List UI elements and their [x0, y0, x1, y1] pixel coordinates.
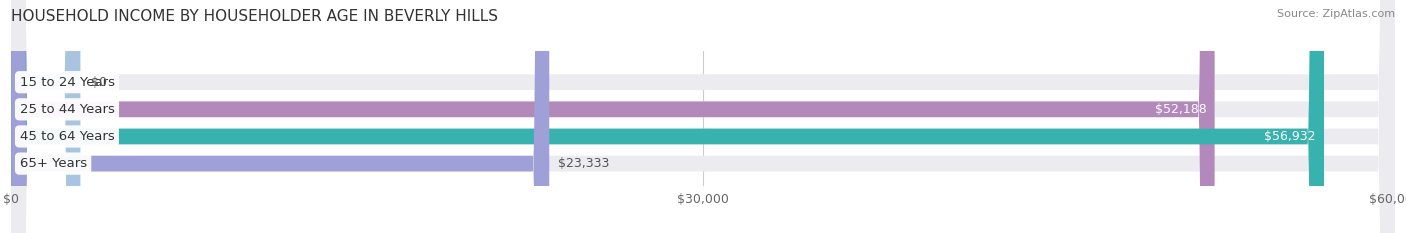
FancyBboxPatch shape	[11, 0, 1324, 233]
Text: $23,333: $23,333	[558, 157, 609, 170]
Text: $52,188: $52,188	[1154, 103, 1206, 116]
Text: HOUSEHOLD INCOME BY HOUSEHOLDER AGE IN BEVERLY HILLS: HOUSEHOLD INCOME BY HOUSEHOLDER AGE IN B…	[11, 9, 498, 24]
FancyBboxPatch shape	[11, 0, 1395, 233]
Text: $0: $0	[91, 76, 107, 89]
Text: Source: ZipAtlas.com: Source: ZipAtlas.com	[1277, 9, 1395, 19]
FancyBboxPatch shape	[11, 0, 1395, 233]
FancyBboxPatch shape	[11, 0, 80, 233]
Text: 45 to 64 Years: 45 to 64 Years	[20, 130, 114, 143]
FancyBboxPatch shape	[11, 0, 1215, 233]
Text: $56,932: $56,932	[1264, 130, 1316, 143]
Text: 25 to 44 Years: 25 to 44 Years	[20, 103, 114, 116]
Text: 15 to 24 Years: 15 to 24 Years	[20, 76, 114, 89]
FancyBboxPatch shape	[11, 0, 1395, 233]
FancyBboxPatch shape	[11, 0, 550, 233]
Text: 65+ Years: 65+ Years	[20, 157, 87, 170]
FancyBboxPatch shape	[11, 0, 1395, 233]
